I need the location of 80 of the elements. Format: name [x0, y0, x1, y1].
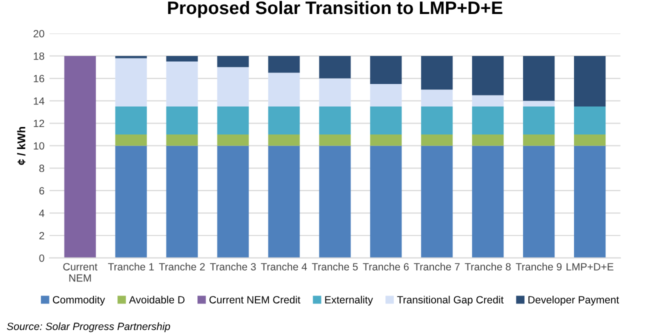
x-tick-label: Tranche 9 — [516, 262, 562, 270]
legend-label: Externality — [325, 296, 373, 306]
bar — [472, 134, 504, 146]
bar — [217, 67, 249, 106]
bar — [421, 90, 453, 106]
y-tick-label: 6 — [39, 187, 44, 194]
bar — [217, 146, 249, 258]
bar — [166, 56, 198, 62]
bar — [115, 134, 147, 146]
bar — [574, 106, 606, 135]
bar — [319, 146, 351, 258]
x-tick-label: Tranche 3 — [210, 262, 256, 270]
bar — [421, 56, 453, 90]
legend-label: Avoidable D — [129, 296, 184, 304]
bar — [523, 134, 555, 146]
bar — [319, 106, 351, 135]
y-tick-label: 20 — [34, 30, 44, 38]
bar — [268, 56, 300, 73]
bar — [370, 146, 402, 258]
bar — [268, 72, 300, 106]
bar — [472, 106, 504, 135]
bar — [574, 56, 606, 106]
bar — [64, 56, 96, 258]
bar — [370, 106, 402, 135]
x-tick-label: Tranche 7 — [414, 262, 460, 270]
bar — [115, 58, 147, 106]
x-tick-label: Tranche 1 — [108, 262, 154, 270]
bar — [217, 134, 249, 146]
legend-label: Transitional Gap Credit — [397, 296, 504, 306]
bar — [421, 146, 453, 258]
bar — [268, 106, 300, 135]
bar — [370, 84, 402, 106]
y-tick-label: 0 — [39, 254, 44, 262]
bar — [574, 146, 606, 258]
bar — [319, 78, 351, 106]
bar — [115, 146, 147, 258]
y-tick-label: 4 — [39, 210, 44, 217]
y-tick-label: 12 — [34, 120, 44, 128]
bar — [166, 134, 198, 146]
bar — [115, 106, 147, 135]
x-tick-label: Tranche 4 — [260, 262, 307, 270]
bar — [574, 134, 606, 146]
bar — [166, 146, 198, 258]
y-tick-label: 14 — [34, 97, 44, 105]
bar — [472, 95, 504, 106]
bar — [319, 134, 351, 146]
x-tick-label: LMP+D+E — [566, 263, 614, 270]
x-tick-label: Tranche 5 — [312, 262, 358, 270]
y-axis-title: ¢ / kWh — [17, 126, 26, 165]
bar — [370, 134, 402, 146]
x-tick-label: Tranche 8 — [464, 262, 511, 270]
bar — [523, 146, 555, 258]
legend-label: Commodity — [52, 296, 106, 306]
legend-label: Developer Payment — [528, 296, 620, 306]
bar — [268, 146, 300, 258]
legend-label: Current NEM Credit — [209, 296, 300, 304]
bar — [166, 62, 198, 106]
source-note: Source: Solar Progress Partnership — [6, 322, 170, 332]
bar — [319, 56, 351, 78]
y-tick-label: 8 — [39, 164, 44, 172]
bar — [472, 146, 504, 258]
x-tick-label: Tranche 6 — [362, 262, 409, 270]
bar — [421, 134, 453, 146]
bar — [268, 134, 300, 146]
y-tick-label: 18 — [34, 52, 44, 60]
bar — [217, 56, 249, 68]
x-tick-label: Current NEM — [63, 263, 98, 282]
y-tick-label: 16 — [34, 74, 44, 82]
bar — [370, 56, 402, 84]
y-tick-label: 10 — [34, 142, 44, 150]
bar — [523, 100, 555, 106]
y-tick-label: 2 — [39, 232, 44, 240]
bar — [217, 106, 249, 135]
bar — [523, 106, 555, 135]
bar — [523, 56, 555, 101]
bar — [166, 106, 198, 135]
chart-title: Proposed Solar Transition to LMP+D+E — [168, 0, 502, 18]
bar — [472, 56, 504, 96]
x-tick-label: Tranche 2 — [159, 262, 205, 270]
bar — [421, 106, 453, 135]
